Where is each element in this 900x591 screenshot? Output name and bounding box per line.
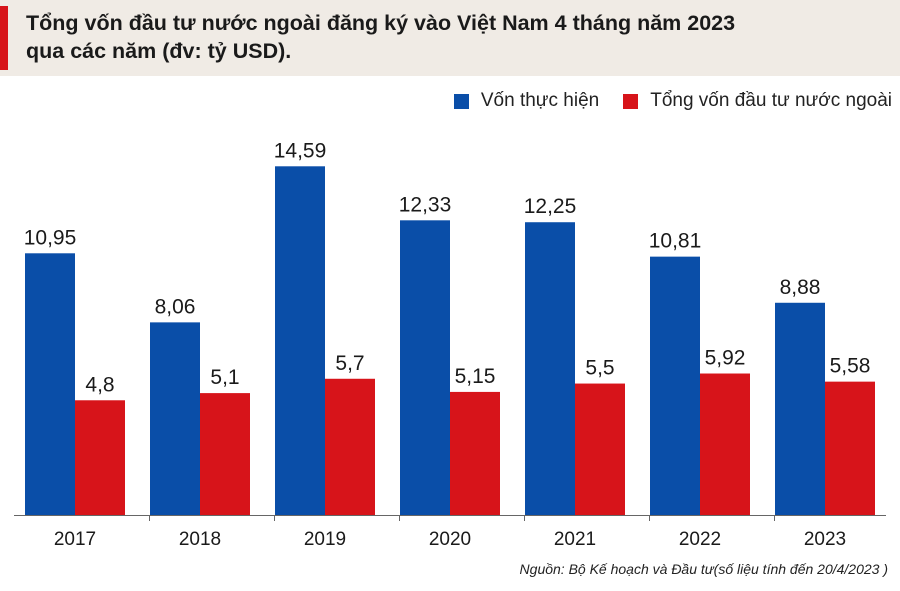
x-tick-label-2019: 2019	[304, 529, 346, 550]
chart-title-line-1: Tổng vốn đầu tư nước ngoài đăng ký vào V…	[26, 11, 736, 35]
legend-item-series-1: Vốn thực hiện	[453, 90, 600, 112]
title-accent-bar	[0, 6, 8, 70]
bar-s1-2018	[150, 322, 200, 515]
bar-s1-2017	[25, 253, 75, 516]
bar-s1-2021	[525, 222, 575, 515]
data-label-s2-2022: 5,92	[705, 347, 746, 370]
bar-s2-2018	[200, 393, 250, 515]
data-label-s1-2022: 10,81	[649, 230, 702, 253]
legend-label-series-1: Vốn thực hiện	[480, 90, 600, 111]
data-label-s2-2017: 4,8	[85, 373, 114, 396]
bar-s1-2023	[775, 302, 825, 515]
bar-s2-2021	[575, 383, 625, 515]
data-label-s2-2023: 5,58	[830, 355, 871, 378]
bar-s1-2019	[275, 166, 325, 515]
legend-swatch-series-1	[453, 93, 469, 109]
x-tick-label-2021: 2021	[554, 529, 596, 550]
data-label-s2-2019: 5,7	[335, 352, 364, 375]
data-label-s1-2019: 14,59	[274, 139, 327, 162]
data-label-s1-2023: 8,88	[780, 276, 821, 299]
legend: Vốn thực hiện Tổng vốn đầu tư nước ngoài	[430, 90, 892, 112]
bar-s2-2020	[450, 391, 500, 515]
source-note: Nguồn: Bộ Kế hoạch và Đầu tư(số liệu tín…	[519, 561, 888, 577]
legend-item-series-2: Tổng vốn đầu tư nước ngoài	[623, 90, 892, 112]
data-label-s1-2020: 12,33	[399, 193, 452, 216]
data-label-s1-2018: 8,06	[155, 295, 196, 318]
bar-s2-2022	[700, 373, 750, 515]
x-tick-label-2018: 2018	[179, 529, 221, 550]
bar-s2-2017	[75, 400, 125, 515]
bar-s1-2022	[650, 256, 700, 515]
chart-title: Tổng vốn đầu tư nước ngoài đăng ký vào V…	[26, 9, 886, 65]
data-label-s2-2018: 5,1	[210, 366, 239, 389]
x-tick-label-2020: 2020	[429, 529, 471, 550]
data-label-s1-2021: 12,25	[524, 195, 577, 218]
x-tick-label-2022: 2022	[679, 529, 721, 550]
chart-title-line-2: qua các năm (đv: tỷ USD).	[26, 39, 292, 63]
legend-swatch-series-2	[623, 93, 639, 109]
title-band	[0, 0, 900, 76]
x-tick-label-2017: 2017	[54, 529, 96, 550]
bar-s2-2023	[825, 381, 875, 515]
data-label-s2-2021: 5,5	[585, 357, 614, 380]
bar-s2-2019	[325, 378, 375, 515]
bar-s1-2020	[400, 220, 450, 516]
data-label-s2-2020: 5,15	[455, 365, 496, 388]
legend-label-series-2: Tổng vốn đầu tư nước ngoài	[650, 90, 892, 111]
data-label-s1-2017: 10,95	[24, 226, 77, 249]
x-tick-label-2023: 2023	[804, 529, 846, 550]
